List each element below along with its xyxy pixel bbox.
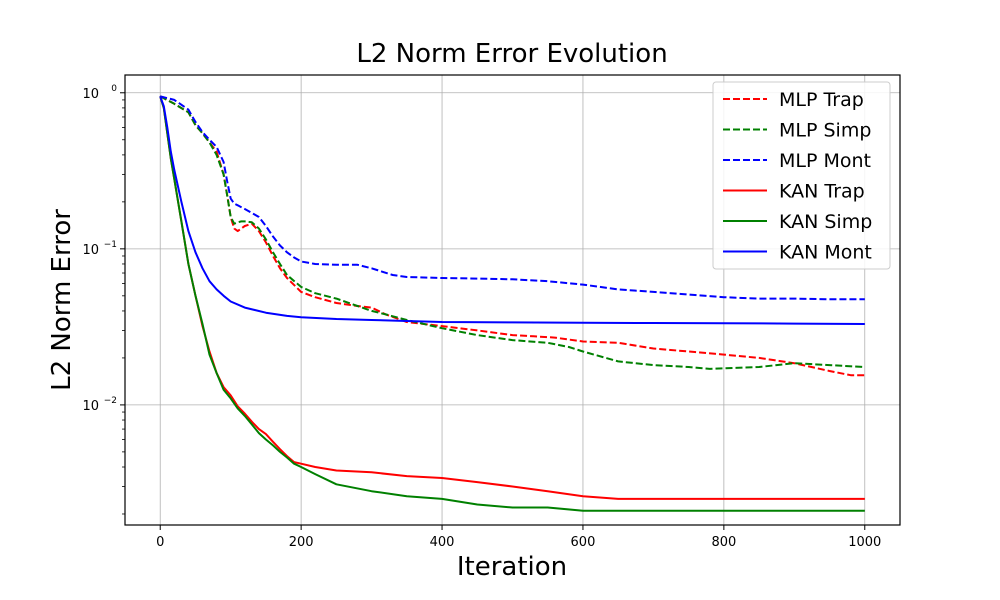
y-axis: 10 0 10 −1 10 −2 [82,84,125,515]
series-line-mlp-simp [159,95,865,370]
legend-label: KAN Trap [779,181,865,203]
plot-frame [124,74,901,526]
x-tick-label: 400 [430,535,455,550]
legend: MLP Trap MLP Simp MLP Mont KAN Trap KAN Simp… [712,81,891,270]
series-line-kan-simp [159,96,865,512]
y-tick-exponent: 0 [111,84,117,94]
y-axis-title: L2 Norm Error [47,209,77,391]
series-line-mlp-mont [159,95,865,301]
legend-label: KAN Simp [779,211,872,233]
x-tick-label: 800 [711,535,736,550]
x-axis: 0 200 400 600 800 1000 [156,525,881,550]
legend-label: MLP Mont [779,150,871,172]
x-tick-label: 1000 [848,535,881,550]
x-tick-label: 600 [571,535,596,550]
y-tick-label: 10 [82,399,99,414]
y-tick-exponent: −1 [104,240,117,250]
y-tick-label: 10 [82,243,99,258]
x-tick-label: 200 [289,535,314,550]
legend-label: KAN Mont [779,242,872,264]
series-lines [159,95,865,512]
chart-title: L2 Norm Error Evolution [356,39,667,69]
y-tick-label: 10 [82,87,99,102]
x-tick-label: 0 [156,535,164,550]
legend-label: MLP Simp [779,120,871,142]
x-axis-title: Iteration [457,552,567,582]
y-tick-exponent: −2 [104,396,117,406]
series-line-kan-mont [159,95,865,325]
legend-label: MLP Trap [779,89,864,111]
